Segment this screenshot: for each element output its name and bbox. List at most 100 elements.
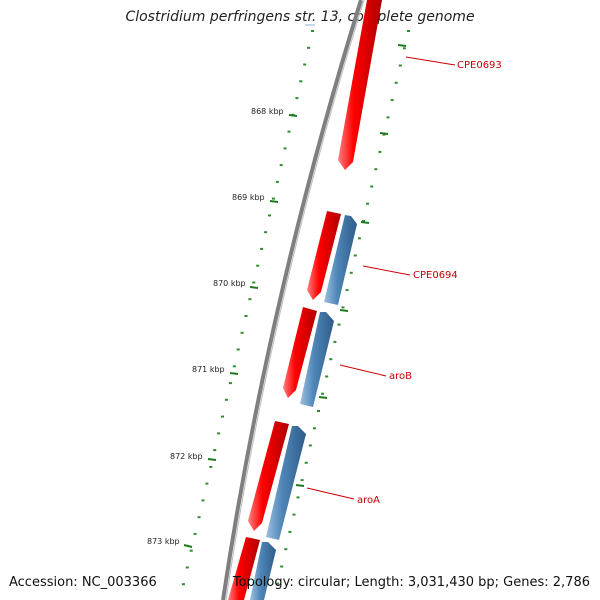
- gene-forward-aroa[interactable]: [248, 421, 289, 531]
- major-tick: [229, 372, 239, 375]
- minor-tick: [311, 30, 314, 32]
- gene-leader-line: [339, 364, 387, 377]
- minor-tick: [292, 513, 296, 516]
- genome-backbone: [221, 0, 363, 600]
- gene-label-cpe0694[interactable]: CPE0694: [413, 270, 458, 281]
- minor-tick: [386, 116, 390, 119]
- gene-reverse-cpe0694[interactable]: [324, 215, 357, 305]
- minor-tick: [240, 331, 244, 334]
- outer-tick: [379, 132, 389, 135]
- minor-tick: [264, 231, 268, 234]
- minor-tick: [283, 147, 287, 150]
- gene-label-aroa[interactable]: aroA: [357, 495, 380, 506]
- minor-tick: [201, 499, 205, 502]
- minor-tick: [374, 168, 378, 171]
- minor-tick: [312, 427, 316, 430]
- tick-dots: [181, 30, 314, 586]
- minor-tick: [217, 432, 221, 435]
- genome-summary-text: Topology: circular; Length: 3,031,430 bp…: [232, 575, 590, 590]
- gene-reverse-aroa[interactable]: [266, 426, 306, 540]
- tick-label: 872 kbp: [170, 452, 203, 461]
- minor-tick: [244, 315, 248, 317]
- minor-tick: [366, 202, 370, 205]
- minor-tick: [378, 150, 382, 153]
- major-tick: [183, 544, 193, 548]
- minor-tick: [288, 530, 292, 533]
- minor-tick: [325, 375, 329, 378]
- gene-forward-cpe0694[interactable]: [307, 211, 341, 300]
- minor-tick: [353, 254, 357, 257]
- sequence-marker: [305, 24, 315, 26]
- minor-tick: [394, 81, 398, 84]
- minor-tick: [333, 340, 337, 343]
- gene-label-cpe0693[interactable]: CPE0693: [457, 60, 502, 71]
- minor-tick: [181, 583, 185, 586]
- gene-leader-line: [405, 56, 456, 66]
- minor-tick: [197, 516, 201, 519]
- minor-tick: [357, 237, 361, 240]
- gene-leader-line: [362, 265, 411, 276]
- minor-tick: [295, 97, 299, 100]
- minor-tick: [307, 46, 311, 49]
- minor-tick: [341, 306, 345, 309]
- minor-tick: [407, 30, 410, 32]
- outer-tick: [360, 221, 370, 224]
- minor-tick: [296, 496, 300, 499]
- minor-tick: [236, 348, 240, 351]
- gene-reverse-next[interactable]: [250, 542, 276, 600]
- minor-tick: [398, 64, 402, 67]
- minor-tick: [224, 398, 228, 401]
- minor-tick: [345, 289, 349, 292]
- outer-tick: [397, 44, 407, 47]
- minor-tick: [284, 548, 288, 551]
- minor-tick: [232, 365, 236, 368]
- minor-tick: [317, 410, 320, 412]
- minor-tick: [390, 99, 394, 102]
- minor-tick: [308, 444, 312, 447]
- genome-backbone-shadow: [225, 0, 365, 600]
- gene-label-arob[interactable]: aroB: [389, 371, 412, 382]
- minor-tick: [382, 133, 386, 136]
- minor-tick: [276, 582, 280, 585]
- minor-tick: [193, 532, 197, 535]
- minor-tick: [349, 271, 353, 274]
- major-tick: [249, 286, 259, 289]
- minor-tick: [275, 180, 279, 183]
- minor-tick: [299, 80, 303, 83]
- gene-forward-arob[interactable]: [283, 307, 317, 398]
- minor-tick: [337, 323, 341, 326]
- outer-tick: [339, 309, 349, 312]
- minor-tick: [209, 465, 213, 468]
- minor-tick: [228, 382, 232, 385]
- minor-tick: [205, 482, 209, 485]
- minor-tick: [402, 47, 406, 50]
- minor-tick: [279, 164, 283, 167]
- minor-tick: [303, 63, 307, 66]
- minor-tick: [362, 220, 365, 222]
- gene-leader-line: [306, 487, 355, 500]
- outer-tick: [318, 396, 328, 399]
- gene-forward-cpe0693[interactable]: [338, 0, 382, 170]
- tick-label: 871 kbp: [192, 365, 225, 374]
- major-tick: [288, 114, 298, 117]
- tick-label: 870 kbp: [213, 279, 246, 288]
- minor-tick: [213, 449, 217, 452]
- minor-tick: [329, 358, 333, 361]
- outer-tick: [295, 484, 305, 487]
- tick-label: 868 kbp: [251, 107, 284, 116]
- minor-tick: [271, 197, 275, 200]
- minor-tick: [248, 298, 252, 301]
- minor-tick: [260, 247, 264, 250]
- minor-tick: [321, 392, 325, 395]
- tick-label: 869 kbp: [232, 193, 265, 202]
- minor-tick: [370, 185, 374, 188]
- minor-tick: [189, 549, 193, 552]
- gene-forward-next[interactable]: [228, 537, 260, 600]
- outer-tick-dots: [276, 30, 410, 585]
- minor-tick: [185, 566, 189, 569]
- minor-tick: [300, 479, 304, 482]
- tick-label: 873 kbp: [147, 537, 180, 546]
- minor-tick: [304, 461, 308, 464]
- gene-reverse-arob[interactable]: [300, 312, 334, 407]
